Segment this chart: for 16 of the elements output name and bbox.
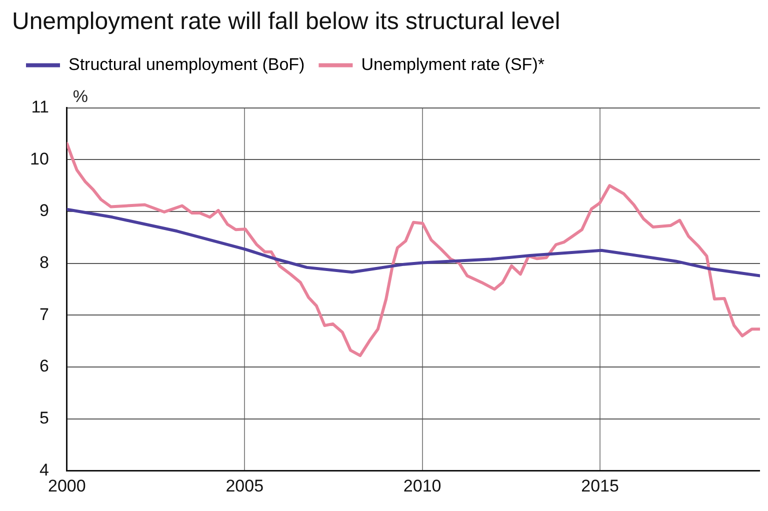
- legend-label: Structural unemployment (BoF): [68, 54, 305, 74]
- y-axis-title: %: [72, 86, 88, 106]
- x-tick-label: 2000: [48, 476, 86, 496]
- x-tick-label: 2010: [403, 476, 442, 496]
- y-tick-label: 9: [39, 201, 49, 220]
- legend-label: Unemplyment rate (SF)*: [361, 54, 545, 74]
- y-tick-label: 10: [30, 149, 49, 168]
- y-tick-label: 8: [39, 252, 49, 272]
- y-tick-label: 6: [39, 356, 49, 376]
- y-tick-label: 7: [39, 304, 49, 324]
- y-tick-label: 5: [39, 408, 49, 428]
- y-tick-label: 11: [31, 97, 49, 116]
- x-tick-label: 2005: [226, 476, 264, 496]
- y-tick-label: 4: [39, 460, 49, 480]
- chart-title: Unemployment rate will fall below its structural level: [12, 8, 560, 36]
- x-tick-label: 2015: [581, 476, 619, 496]
